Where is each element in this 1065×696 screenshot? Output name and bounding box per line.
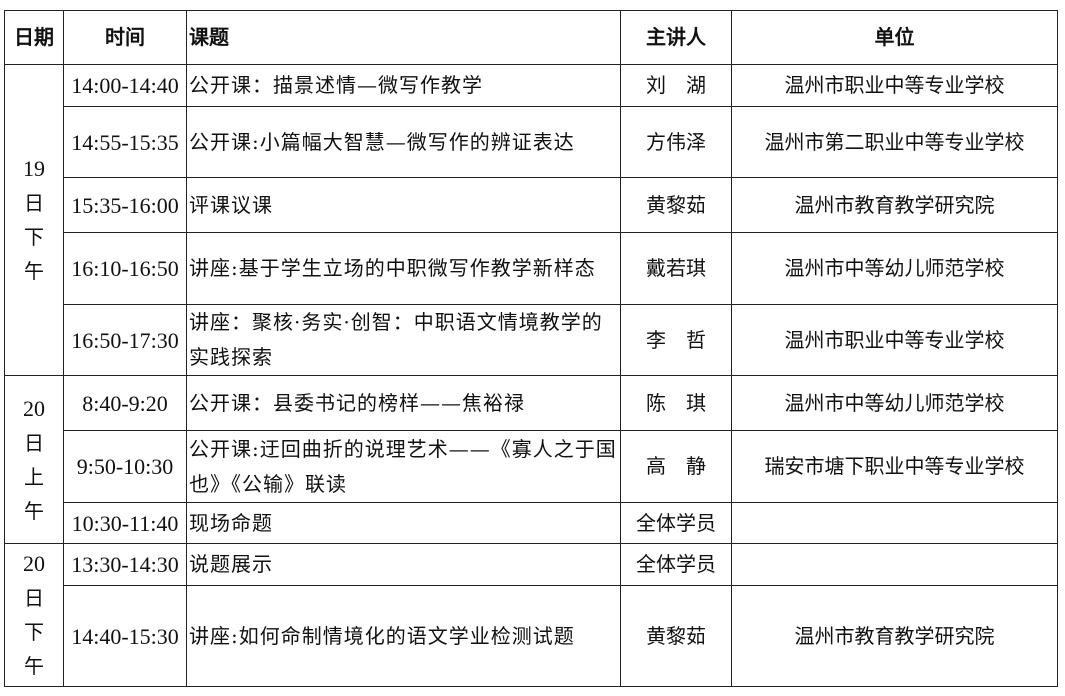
date-char: 下 bbox=[24, 620, 44, 644]
header-row: 日期 时间 课题 主讲人 单位 bbox=[4, 10, 1058, 65]
header-unit: 单位 bbox=[731, 10, 1058, 65]
speaker-cell: 黄黎茹 bbox=[620, 177, 732, 233]
speaker-cell: 刘 湖 bbox=[620, 64, 732, 107]
table-row: 10:30-11:40 现场命题 全体学员 bbox=[5, 502, 1058, 544]
time-cell: 8:40-9:20 bbox=[63, 375, 187, 431]
unit-cell: 温州市中等幼儿师范学校 bbox=[731, 375, 1058, 431]
table-row: 19 日下午 14:00-14:40 公开课：描景述情—微写作教学刘 湖温州市职业中等… bbox=[4, 64, 1058, 376]
date-char: 上 bbox=[24, 464, 44, 489]
date-char: 午 bbox=[24, 498, 44, 523]
speaker-cell: 黄黎茹 bbox=[620, 585, 732, 687]
table-row: 20 日下午 13:30-14:30 说题展示 全体学员 bbox=[4, 543, 1058, 687]
date-char: 日 bbox=[24, 586, 44, 610]
table-row: 20 日上午 8:40-9:20 公开课：县委书记的榜样——焦裕禄陈 琪温州市中等幼儿… bbox=[4, 375, 1058, 544]
table-row: 9:50-10:30 公开课:迂回曲折的说理艺术——《寡人之于国也》《公输》联读高… bbox=[5, 430, 1058, 503]
date-day: 20 bbox=[23, 395, 45, 421]
schedule-table: 日期 时间 课题 主讲人 单位 19 日下午 14:00-14:40 公开课：描景述情… bbox=[4, 10, 1058, 687]
date-cell: 20 日下午 bbox=[4, 543, 64, 687]
time-cell: 10:30-11:40 bbox=[63, 502, 187, 544]
unit-cell bbox=[731, 502, 1058, 544]
topic-cell: 现场命题 bbox=[186, 502, 621, 544]
header-date: 日期 bbox=[4, 10, 64, 65]
topic-cell: 讲座:如何命制情境化的语文学业检测试题 bbox=[186, 585, 621, 687]
topic-cell: 讲座：聚核·务实·创智：中职语文情境教学的实践探索 bbox=[186, 304, 621, 376]
table-row: 16:50-17:30 讲座：聚核·务实·创智：中职语文情境教学的实践探索李 哲温… bbox=[5, 304, 1058, 376]
date-char: 日 bbox=[24, 191, 44, 215]
topic-cell: 公开课:迂回曲折的说理艺术——《寡人之于国也》《公输》联读 bbox=[186, 430, 621, 503]
time-cell: 15:35-16:00 bbox=[63, 177, 187, 233]
date-cell: 20 日上午 bbox=[4, 375, 64, 544]
header-topic: 课题 bbox=[186, 10, 621, 65]
time-cell: 13:30-14:30 bbox=[63, 543, 187, 586]
time-cell: 16:10-16:50 bbox=[63, 232, 187, 305]
table-row: 16:10-16:50 讲座:基于学生立场的中职微写作教学新样态 戴若琪 温州市中等幼… bbox=[5, 232, 1058, 305]
time-cell: 14:00-14:40 bbox=[63, 64, 187, 107]
date-cell: 19 日下午 bbox=[4, 64, 64, 376]
speaker-cell: 方伟泽 bbox=[620, 106, 732, 178]
table-row: 15:35-16:00 评课议课 黄黎茹 温州市教育教学研究院 bbox=[5, 177, 1058, 233]
time-cell: 16:50-17:30 bbox=[63, 304, 187, 376]
header-speaker: 主讲人 bbox=[620, 10, 732, 65]
unit-cell bbox=[731, 543, 1058, 586]
topic-cell: 说题展示 bbox=[186, 543, 621, 586]
time-cell: 9:50-10:30 bbox=[63, 430, 187, 503]
date-day: 20 bbox=[23, 551, 45, 576]
date-char: 日 bbox=[24, 430, 44, 455]
speaker-cell: 高 静 bbox=[620, 430, 732, 503]
table-row: 14:55-15:35 公开课:小篇幅大智慧—微写作的辨证表达 方伟泽 温州市第二职业… bbox=[5, 106, 1058, 178]
unit-cell: 温州市中等幼儿师范学校 bbox=[731, 232, 1058, 305]
time-cell: 14:55-15:35 bbox=[63, 106, 187, 178]
speaker-cell: 全体学员 bbox=[620, 543, 732, 586]
topic-cell: 评课议课 bbox=[186, 177, 621, 233]
speaker-cell: 李 哲 bbox=[620, 304, 732, 376]
date-char: 午 bbox=[24, 259, 44, 283]
table-row: 14:40-15:30 讲座:如何命制情境化的语文学业检测试题 黄黎茹 温州市教育教学… bbox=[5, 585, 1058, 687]
date-char: 午 bbox=[24, 654, 44, 678]
speaker-cell: 戴若琪 bbox=[620, 232, 732, 305]
topic-cell: 公开课:小篇幅大智慧—微写作的辨证表达 bbox=[186, 106, 621, 178]
speaker-cell: 全体学员 bbox=[620, 502, 732, 544]
topic-cell: 讲座:基于学生立场的中职微写作教学新样态 bbox=[186, 232, 621, 305]
date-char: 下 bbox=[24, 225, 44, 249]
unit-cell: 温州市教育教学研究院 bbox=[731, 177, 1058, 233]
unit-cell: 温州市职业中等专业学校 bbox=[731, 304, 1058, 376]
topic-cell: 公开课：县委书记的榜样——焦裕禄 bbox=[186, 375, 621, 431]
time-cell: 14:40-15:30 bbox=[63, 585, 187, 687]
date-day: 19 bbox=[23, 156, 45, 181]
unit-cell: 温州市职业中等专业学校 bbox=[731, 64, 1058, 107]
unit-cell: 瑞安市塘下职业中等专业学校 bbox=[731, 430, 1058, 503]
speaker-cell: 陈 琪 bbox=[620, 375, 732, 431]
unit-cell: 温州市第二职业中等专业学校 bbox=[731, 106, 1058, 178]
unit-cell: 温州市教育教学研究院 bbox=[731, 585, 1058, 687]
header-time: 时间 bbox=[63, 10, 187, 65]
topic-cell: 公开课：描景述情—微写作教学 bbox=[186, 64, 621, 107]
